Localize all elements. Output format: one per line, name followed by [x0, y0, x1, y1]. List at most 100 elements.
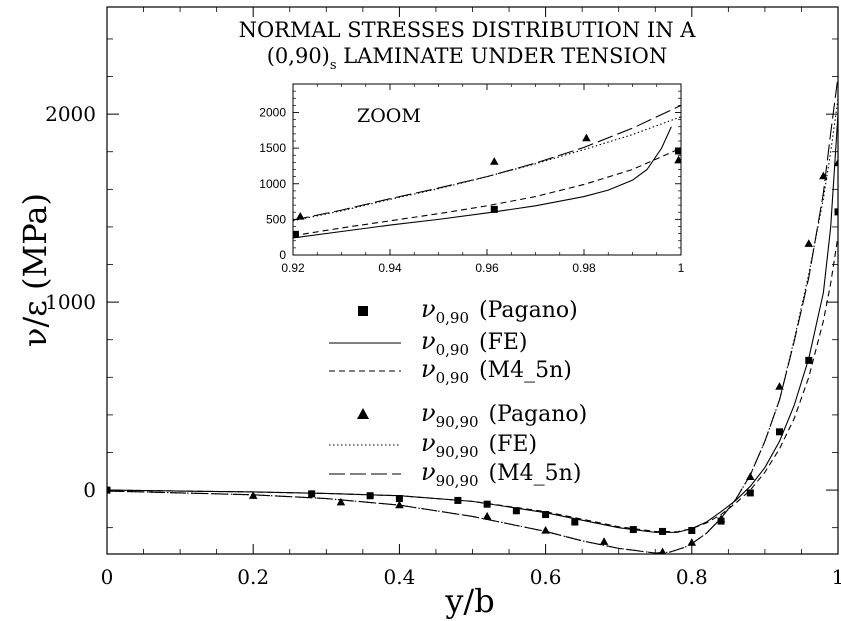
main-square-point-7	[542, 511, 550, 519]
main-square-point-6	[512, 507, 520, 515]
legend-symbol: ν	[421, 295, 436, 323]
inset-square-point-1	[490, 205, 498, 213]
main-triangle-point-13	[833, 158, 838, 167]
inset-x-tick-label: 0.94	[378, 261, 402, 275]
legend-subscript: 0,90	[436, 341, 469, 359]
legend-subscript: 90,90	[436, 413, 479, 431]
main-square-point-8	[571, 518, 579, 526]
inset-dashed-line	[293, 147, 681, 237]
main-square-point-13	[746, 489, 754, 497]
legend-symbol: ν	[421, 355, 436, 383]
inset-y-tick-label: 500	[266, 212, 286, 226]
main-triangle-point-12	[819, 171, 828, 180]
title-line-2-prefix: (0,90)	[267, 44, 330, 68]
main-longdash-line	[107, 76, 838, 554]
legend-subscript: 90,90	[436, 443, 479, 461]
main-triangle-point-11	[804, 239, 814, 247]
inset-triangle-point-3	[674, 155, 681, 164]
main-triangle-point-4	[541, 525, 550, 534]
title-line-1: NORMAL STRESSES DISTRIBUTION IN A	[239, 18, 697, 42]
main-triangle-point-5	[599, 537, 609, 545]
legend-subscript: 90,90	[436, 472, 479, 490]
y-axis-label: ν/ε (MPa)	[16, 193, 54, 347]
inset-frame	[292, 83, 682, 256]
title-line-2-suffix: LAMINATE UNDER TENSION	[337, 44, 668, 68]
main-square-point-0	[107, 486, 111, 494]
main-triangle-point-9	[746, 472, 755, 481]
main-triangle-point-8	[716, 514, 726, 523]
main-square-point-3	[395, 495, 403, 503]
legend-label-4: ν90,90 (FE)	[421, 429, 537, 461]
inset-square-point-2	[675, 147, 681, 155]
inset-y-tick-label: 1000	[259, 177, 286, 191]
x-tick-label: 0.4	[383, 565, 415, 589]
inset-longdash-line	[293, 104, 681, 221]
main-square-point-16	[834, 208, 838, 216]
inset-square-point-0	[293, 230, 299, 238]
legend-subscript: 0,90	[436, 309, 469, 327]
main-triangle-point-7	[687, 538, 697, 546]
title-line-2-subscript: s	[330, 58, 337, 73]
legend-symbol: ν	[421, 327, 436, 355]
legend-symbol: ν	[421, 429, 436, 457]
main-square-point-9	[629, 526, 637, 534]
x-tick-label: 0.8	[676, 565, 708, 589]
main-triangle-point-0	[248, 491, 258, 499]
inset-triangle-point-2	[582, 133, 591, 142]
inset-triangle-point-1	[490, 157, 499, 165]
x-axis-label: y/b	[444, 582, 494, 620]
legend: ν0,90 (Pagano)ν0,90 (FE)ν0,90 (M4_5n)ν90,90…	[329, 295, 587, 490]
y-tick-label: 2000	[45, 102, 96, 126]
main-plot-marks	[107, 76, 838, 554]
main-triangle-point-6	[658, 547, 667, 554]
x-tick-label: 0	[101, 565, 114, 589]
inset-x-tick-label: 0.92	[281, 261, 305, 275]
inset-plot-marks	[293, 104, 681, 239]
y-tick-label: 0	[83, 478, 96, 502]
inset-y-tick-label: 1500	[259, 141, 286, 155]
main-square-point-14	[776, 428, 784, 436]
zoom-inset: 0.92 0.94 0.96 0.98 1 0 500 1000 1500 2000 ZOOM	[259, 83, 685, 275]
inset-x-tick-label: 0.96	[475, 261, 499, 275]
legend-source: (FE)	[489, 432, 538, 457]
main-square-point-2	[366, 492, 374, 500]
legend-subscript: 0,90	[436, 369, 469, 387]
main-square-point-5	[483, 500, 491, 508]
legend-square-marker	[358, 306, 368, 316]
y-tick-label: 1000	[45, 290, 96, 314]
inset-x-tick-label: 1	[678, 261, 685, 275]
x-tick-label: 0.2	[237, 565, 269, 589]
legend-source: (Pagano)	[489, 402, 588, 427]
legend-label-2: ν0,90 (M4_5n)	[421, 355, 572, 387]
legend-triangle-marker	[357, 408, 369, 419]
legend-symbol: ν	[421, 458, 436, 486]
legend-label-3: ν90,90 (Pagano)	[421, 399, 587, 431]
main-triangle-point-10	[775, 382, 784, 390]
title-line-2: (0,90)s LAMINATE UNDER TENSION	[267, 44, 668, 73]
legend-source: (Pagano)	[479, 298, 578, 323]
main-triangle-point-1	[336, 497, 346, 506]
chart-titles: NORMAL STRESSES DISTRIBUTION IN A(0,90)s…	[239, 18, 697, 73]
legend-source: (M4_5n)	[489, 461, 582, 486]
main-triangle-point-3	[482, 511, 492, 520]
main-square-point-15	[805, 356, 813, 364]
main-plot-area: 0 0.2 0.4 0.6 0.8 1 0 1000 2000 y/b ν/ε (MPa)	[16, 6, 841, 620]
inset-title: ZOOM	[357, 105, 421, 127]
main-square-point-11	[688, 527, 696, 535]
main-square-point-4	[454, 496, 462, 504]
x-tick-label: 0.6	[530, 565, 562, 589]
legend-label-1: ν0,90 (FE)	[421, 327, 528, 359]
legend-source: (FE)	[479, 330, 528, 355]
legend-symbol: ν	[421, 399, 436, 427]
main-triangle-point-2	[395, 500, 404, 509]
main-square-point-10	[659, 527, 667, 535]
inset-solid-line	[293, 126, 672, 239]
legend-source: (M4_5n)	[479, 358, 572, 383]
inset-triangle-point-0	[296, 211, 305, 220]
main-square-point-1	[308, 490, 316, 498]
x-tick-label: 1	[832, 565, 841, 589]
inset-x-tick-label: 0.98	[572, 261, 596, 275]
inset-y-tick-label: 0	[279, 248, 286, 262]
